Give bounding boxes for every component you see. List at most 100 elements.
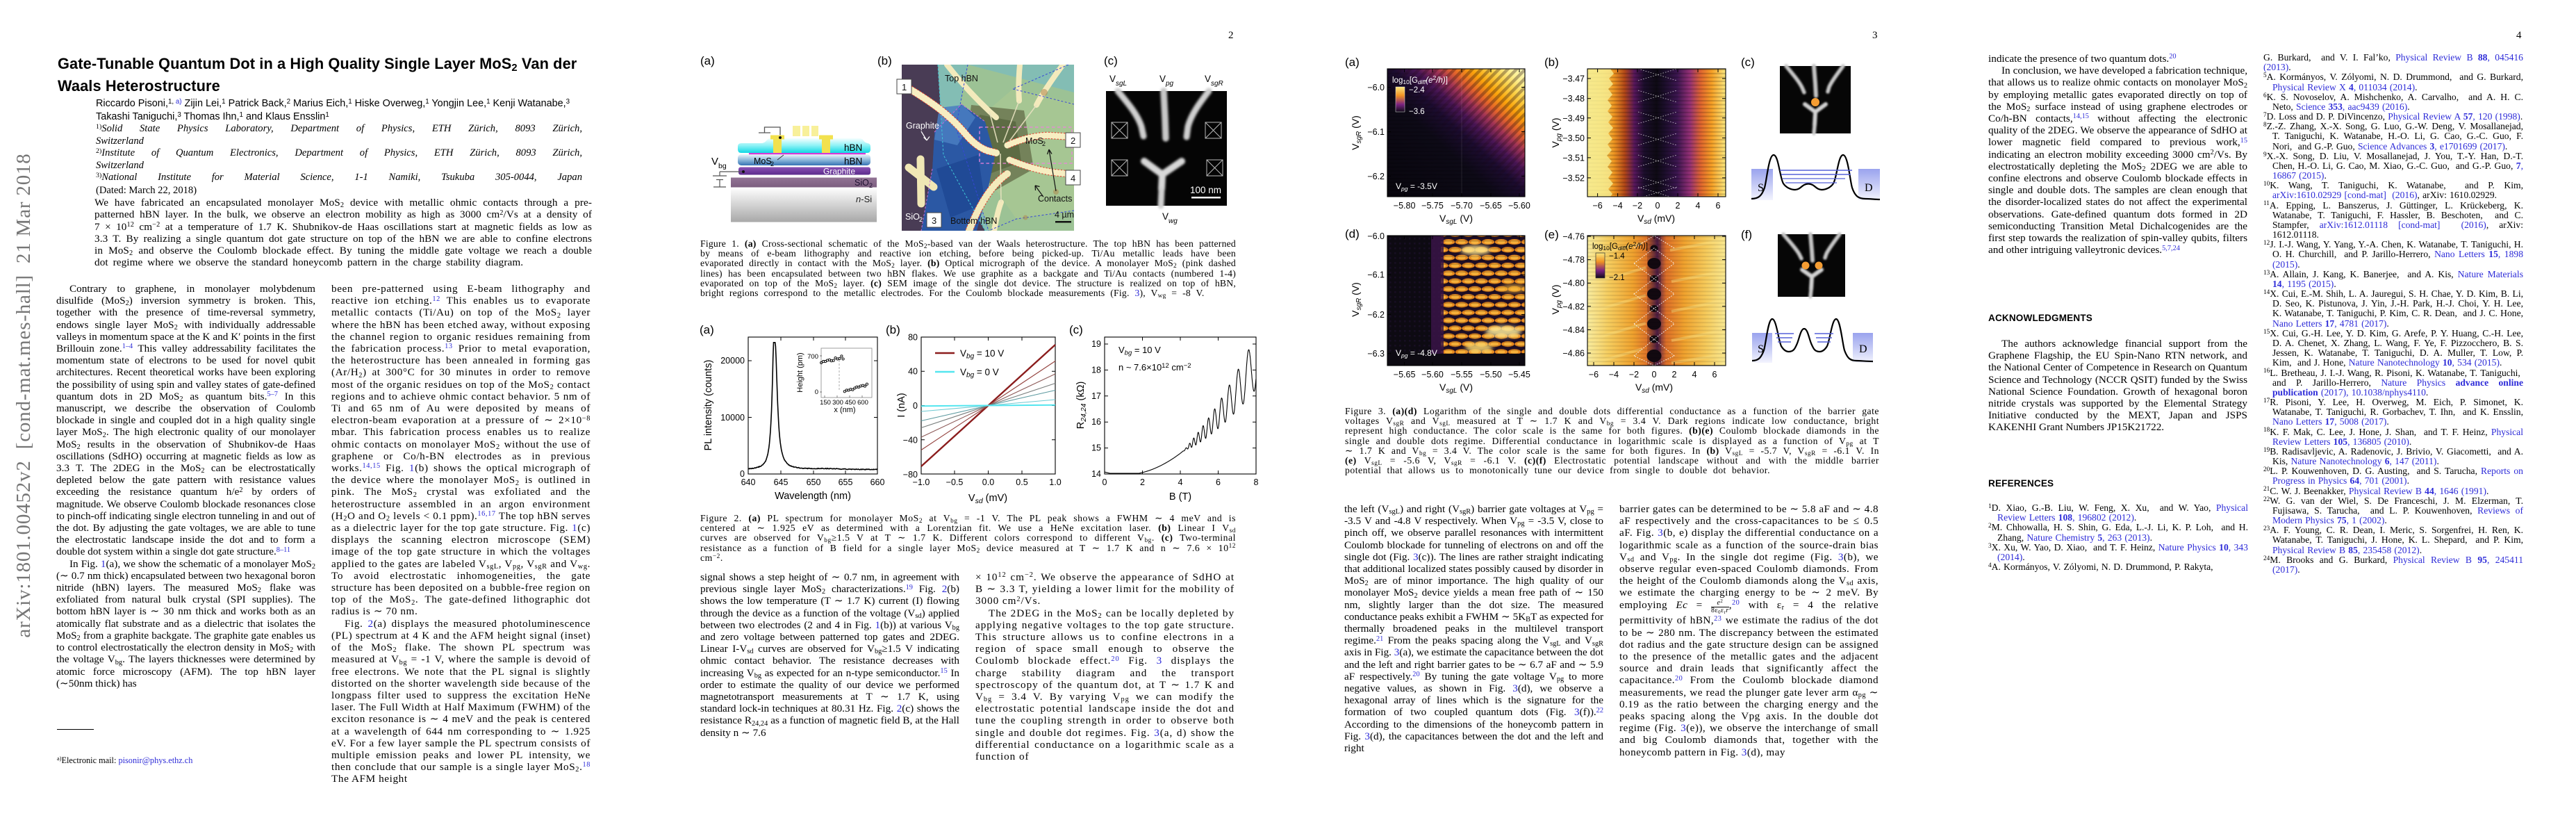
svg-text:2: 2: [1071, 136, 1075, 146]
svg-text:150: 150: [820, 399, 831, 407]
svg-text:−80: −80: [903, 470, 918, 480]
svg-text:−4.76: −4.76: [1562, 232, 1585, 242]
svg-text:640: 640: [741, 477, 756, 487]
svg-text:PL intensity (counts): PL intensity (counts): [703, 360, 714, 451]
svg-text:17: 17: [1091, 391, 1101, 401]
svg-text:SiO: SiO: [854, 178, 869, 188]
svg-text:−4.86: −4.86: [1562, 349, 1585, 359]
svg-text:sgR: sgR: [1211, 80, 1223, 88]
svg-text:−5.80: −5.80: [1394, 201, 1416, 211]
svg-text:6: 6: [1712, 370, 1717, 379]
svg-text:1: 1: [902, 82, 907, 92]
svg-text:Vpg (V): Vpg (V): [1550, 117, 1563, 147]
svg-text:100 nm: 100 nm: [1190, 185, 1221, 195]
svg-text:3: 3: [932, 215, 936, 226]
svg-text:2: 2: [1676, 201, 1681, 211]
svg-text:−1.0: −1.0: [913, 477, 930, 487]
svg-text:650: 650: [807, 477, 821, 487]
svg-text:−3.52: −3.52: [1562, 173, 1585, 183]
svg-text:−3.51: −3.51: [1562, 153, 1585, 163]
svg-text:−4.80: −4.80: [1562, 279, 1585, 288]
svg-text:V: V: [711, 156, 718, 167]
svg-text:645: 645: [774, 477, 789, 487]
svg-text:2: 2: [869, 182, 873, 189]
svg-text:−3.47: −3.47: [1562, 74, 1585, 84]
svg-text:bg: bg: [718, 162, 727, 170]
svg-text:−4.82: −4.82: [1562, 302, 1585, 311]
svg-text:−2: −2: [1633, 201, 1642, 211]
svg-text:−2.1: −2.1: [1609, 274, 1625, 282]
svg-text:−2.4: −2.4: [1409, 86, 1425, 95]
svg-text:pg: pg: [1165, 80, 1174, 88]
svg-text:−5.65: −5.65: [1480, 201, 1502, 211]
svg-text:I (nA): I (nA): [896, 393, 907, 417]
svg-text:n-Si: n-Si: [856, 194, 872, 204]
svg-text:Wavelength (nm): Wavelength (nm): [775, 491, 851, 502]
svg-text:D: D: [1859, 343, 1867, 355]
svg-text:Vbg = 10 V: Vbg = 10 V: [1118, 345, 1161, 357]
svg-text:−5.45: −5.45: [1508, 370, 1530, 379]
svg-text:2: 2: [919, 216, 923, 223]
svg-text:−6.0: −6.0: [1367, 83, 1385, 92]
svg-text:R24,24 (kΩ): R24,24 (kΩ): [1075, 382, 1088, 430]
svg-text:−6: −6: [1592, 201, 1602, 211]
svg-text:20000: 20000: [720, 356, 745, 366]
svg-text:B (T): B (T): [1169, 491, 1191, 502]
svg-text:19: 19: [1091, 339, 1101, 349]
svg-text:2: 2: [1042, 140, 1046, 147]
svg-text:−6.0: −6.0: [1367, 231, 1385, 241]
svg-text:4: 4: [1071, 173, 1075, 183]
svg-text:V: V: [1109, 74, 1116, 84]
svg-text:700: 700: [807, 353, 818, 361]
svg-text:16: 16: [1091, 417, 1101, 427]
svg-text:Height (pm): Height (pm): [796, 352, 804, 392]
svg-text:MoS: MoS: [1025, 136, 1043, 146]
svg-text:−40: −40: [903, 436, 918, 445]
svg-text:−3.49: −3.49: [1562, 113, 1585, 123]
svg-text:Vsd (mV): Vsd (mV): [968, 493, 1007, 505]
svg-text:660: 660: [870, 477, 885, 487]
svg-text:6: 6: [1216, 477, 1221, 487]
svg-text:4: 4: [1178, 477, 1183, 487]
svg-text:Graphite: Graphite: [823, 167, 855, 177]
svg-text:2: 2: [770, 161, 774, 167]
svg-text:−4.84: −4.84: [1562, 325, 1585, 335]
svg-text:−5.75: −5.75: [1421, 201, 1444, 211]
svg-text:−4: −4: [1612, 201, 1622, 211]
svg-text:8: 8: [1254, 477, 1259, 487]
svg-text:−6.1: −6.1: [1367, 270, 1385, 280]
svg-text:0: 0: [913, 401, 918, 411]
svg-text:−4: −4: [1609, 370, 1619, 379]
svg-text:−0.5: −0.5: [946, 477, 964, 487]
svg-text:VsgR (V): VsgR (V): [1350, 282, 1363, 317]
svg-text:Contacts: Contacts: [1038, 194, 1072, 204]
svg-text:SiO: SiO: [905, 212, 920, 222]
svg-text:MoS: MoS: [754, 156, 772, 166]
svg-text:6: 6: [1716, 201, 1721, 211]
svg-text:450: 450: [845, 399, 856, 407]
svg-text:V: V: [1162, 211, 1169, 222]
svg-text:−6.2: −6.2: [1367, 172, 1385, 181]
svg-text:Vbg = 10 V: Vbg = 10 V: [960, 348, 1004, 361]
svg-text:VsgL (V): VsgL (V): [1439, 382, 1473, 395]
svg-text:−5.65: −5.65: [1394, 370, 1416, 379]
svg-text:−5.60: −5.60: [1421, 370, 1444, 379]
svg-text:−5.60: −5.60: [1508, 201, 1530, 211]
svg-text:Bottom hBN: Bottom hBN: [950, 216, 997, 226]
svg-text:−6: −6: [1589, 370, 1599, 379]
svg-text:−4.78: −4.78: [1562, 255, 1585, 265]
svg-text:S: S: [1758, 182, 1764, 194]
svg-text:14: 14: [1091, 469, 1101, 479]
svg-text:V: V: [1159, 74, 1166, 84]
svg-text:Vsd (mV): Vsd (mV): [1637, 213, 1675, 226]
svg-text:2: 2: [1672, 370, 1677, 379]
svg-text:D: D: [1865, 182, 1873, 194]
svg-text:2: 2: [1140, 477, 1145, 487]
svg-text:0: 0: [740, 469, 745, 479]
svg-text:0: 0: [1652, 370, 1657, 379]
svg-text:hBN: hBN: [844, 142, 862, 153]
svg-text:−2: −2: [1629, 370, 1639, 379]
svg-text:4 µm: 4 µm: [1055, 210, 1074, 220]
svg-text:n ~ 7.6×1012 cm−2: n ~ 7.6×1012 cm−2: [1118, 362, 1191, 373]
svg-text:wg: wg: [1169, 218, 1178, 225]
